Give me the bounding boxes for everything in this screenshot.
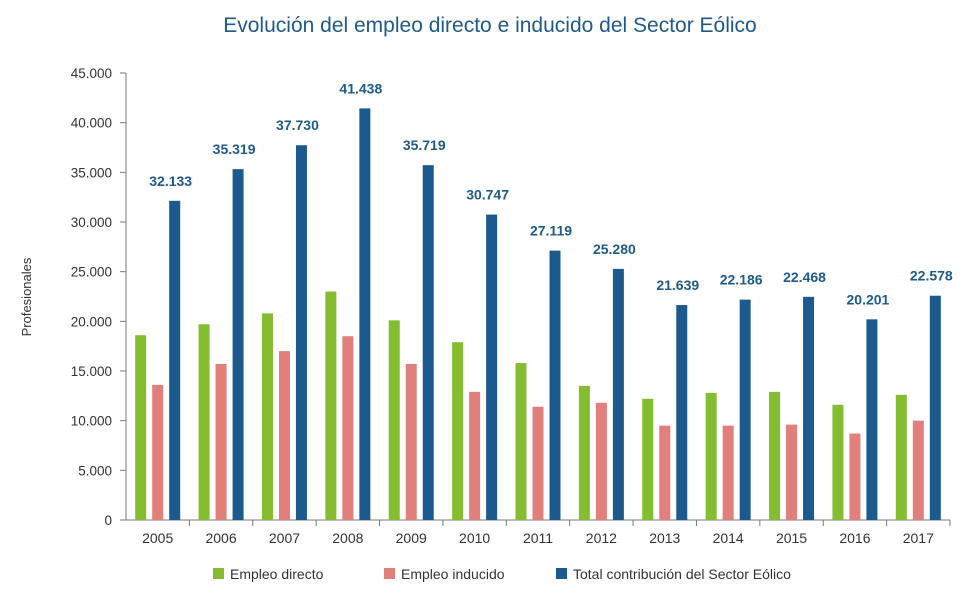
y-tick-label: 10.000: [71, 414, 112, 429]
bar-empleo-directo-2012: [578, 385, 590, 520]
x-tick-label: 2007: [269, 530, 300, 546]
x-tick-label: 2017: [903, 530, 934, 546]
x-tick-label: 2010: [459, 530, 490, 546]
x-tick-label: 2016: [839, 530, 870, 546]
x-tick-label: 2011: [523, 530, 553, 546]
y-tick-label: 5.000: [78, 463, 112, 478]
bar-empleo-directo-2009: [388, 320, 400, 520]
bar-total-contribuci-n-del-sector-e-lico-2013: [676, 305, 688, 520]
bar-total-contribuci-n-del-sector-e-lico-2017: [929, 295, 941, 520]
legend-label: Empleo inducido: [401, 566, 505, 582]
bar-empleo-inducido-2013: [659, 425, 671, 520]
bar-total-contribuci-n-del-sector-e-lico-2005: [169, 200, 181, 520]
data-label: 25.280: [593, 241, 636, 257]
bar-empleo-directo-2017: [895, 394, 907, 520]
bar-total-contribuci-n-del-sector-e-lico-2006: [232, 169, 244, 520]
bar-total-contribuci-n-del-sector-e-lico-2014: [739, 299, 751, 520]
data-label: 20.201: [847, 291, 890, 307]
bar-total-contribuci-n-del-sector-e-lico-2016: [866, 319, 878, 520]
y-tick-label: 45.000: [71, 66, 112, 81]
bar-empleo-inducido-2010: [469, 391, 481, 520]
bar-empleo-directo-2010: [452, 342, 464, 520]
x-tick-label: 2009: [396, 530, 427, 546]
data-label: 35.319: [213, 141, 256, 157]
y-tick-label: 15.000: [71, 364, 112, 379]
legend-label: Empleo directo: [230, 566, 324, 582]
bar-empleo-directo-2007: [261, 313, 273, 520]
x-tick-label: 2006: [205, 530, 236, 546]
data-label: 35.719: [403, 137, 446, 153]
data-label: 41.438: [339, 80, 382, 96]
bar-empleo-inducido-2009: [405, 364, 417, 520]
data-label: 22.186: [720, 272, 763, 288]
data-label: 21.639: [656, 277, 699, 293]
bar-empleo-inducido-2016: [849, 433, 861, 520]
y-axis-label: Profesionales: [19, 257, 34, 336]
bar-total-contribuci-n-del-sector-e-lico-2007: [295, 145, 307, 520]
bar-empleo-directo-2014: [705, 392, 717, 520]
x-tick-label: 2012: [586, 530, 617, 546]
data-label: 37.730: [276, 117, 319, 133]
y-tick-label: 25.000: [71, 265, 112, 280]
bar-empleo-directo-2006: [198, 324, 210, 520]
data-label: 27.119: [530, 223, 572, 239]
x-tick-label: 2014: [713, 530, 744, 546]
legend-swatch: [384, 568, 395, 579]
bar-total-contribuci-n-del-sector-e-lico-2012: [612, 268, 624, 520]
bar-empleo-directo-2005: [135, 335, 147, 520]
x-tick-label: 2013: [649, 530, 680, 546]
y-tick-label: 40.000: [71, 116, 112, 131]
bar-total-contribuci-n-del-sector-e-lico-2009: [422, 165, 434, 520]
y-tick-label: 30.000: [71, 215, 112, 230]
legend-label: Total contribución del Sector Eólico: [573, 566, 791, 582]
bar-empleo-inducido-2011: [532, 406, 544, 520]
y-tick-label: 0: [104, 513, 112, 528]
bar-empleo-inducido-2005: [152, 384, 164, 520]
bar-empleo-directo-2016: [832, 404, 844, 520]
data-label: 32.133: [149, 173, 192, 189]
bar-empleo-inducido-2015: [786, 424, 798, 520]
x-tick-label: 2015: [776, 530, 807, 546]
data-label: 22.468: [783, 269, 826, 285]
bar-total-contribuci-n-del-sector-e-lico-2010: [486, 214, 498, 520]
bar-empleo-inducido-2008: [342, 336, 354, 520]
bar-total-contribuci-n-del-sector-e-lico-2015: [803, 296, 815, 520]
data-label: 22.578: [910, 268, 953, 284]
bar-empleo-inducido-2006: [215, 364, 227, 520]
bar-empleo-directo-2011: [515, 363, 527, 520]
y-tick-label: 35.000: [71, 165, 112, 180]
bar-empleo-inducido-2012: [595, 402, 607, 520]
bar-empleo-inducido-2014: [722, 425, 734, 520]
x-tick-label: 2008: [332, 530, 363, 546]
chart-title: Evolución del empleo directo e inducido …: [223, 14, 757, 37]
legend-swatch: [213, 568, 224, 579]
y-tick-label: 20.000: [71, 314, 112, 329]
bar-empleo-directo-2013: [642, 398, 654, 520]
x-tick-label: 2005: [142, 530, 173, 546]
bar-total-contribuci-n-del-sector-e-lico-2011: [549, 250, 561, 521]
bar-empleo-inducido-2017: [912, 420, 924, 520]
bar-empleo-directo-2008: [325, 291, 337, 520]
legend-swatch: [556, 568, 567, 579]
bar-empleo-inducido-2007: [278, 351, 290, 520]
data-label: 30.747: [466, 187, 509, 203]
bar-total-contribuci-n-del-sector-e-lico-2008: [359, 108, 371, 520]
bar-empleo-directo-2015: [769, 391, 781, 520]
